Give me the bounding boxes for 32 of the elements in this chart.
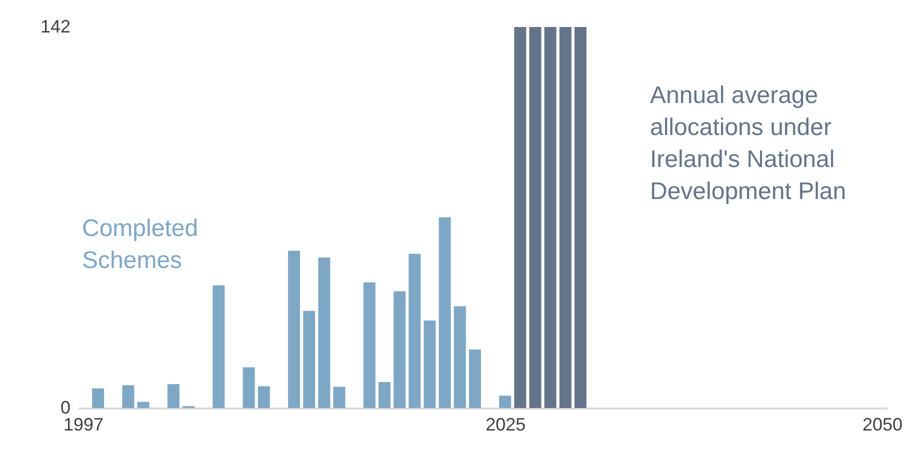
bar <box>363 282 376 408</box>
bar <box>544 27 556 408</box>
bar <box>288 250 300 408</box>
bar <box>424 320 436 408</box>
x-tick-label: 1997 <box>63 414 104 434</box>
bar <box>394 291 406 408</box>
y-tick-label: 142 <box>40 16 70 36</box>
bar <box>242 367 255 408</box>
bar <box>92 388 104 408</box>
bar <box>559 27 572 408</box>
x-tick-label: 2025 <box>486 414 526 434</box>
bar <box>318 257 330 408</box>
bar <box>529 27 542 408</box>
bar <box>454 306 466 408</box>
bar <box>167 384 180 408</box>
bar <box>499 396 512 408</box>
bar <box>333 386 346 408</box>
bar <box>574 27 586 408</box>
bar <box>378 382 391 408</box>
bar <box>212 285 225 408</box>
bar <box>468 350 481 408</box>
text: Annual average allocations under Ireland's National Development Plan <box>650 82 846 205</box>
bar <box>303 310 316 408</box>
bar <box>258 386 270 408</box>
bar <box>438 217 451 408</box>
series-label: Completed Schemes <box>82 215 198 274</box>
bar <box>122 385 134 408</box>
y-tick-label: 0 <box>60 398 70 418</box>
bar <box>137 402 150 408</box>
x-tick-label: 2050 <box>862 414 903 434</box>
bar <box>514 27 526 408</box>
bar <box>408 254 421 408</box>
